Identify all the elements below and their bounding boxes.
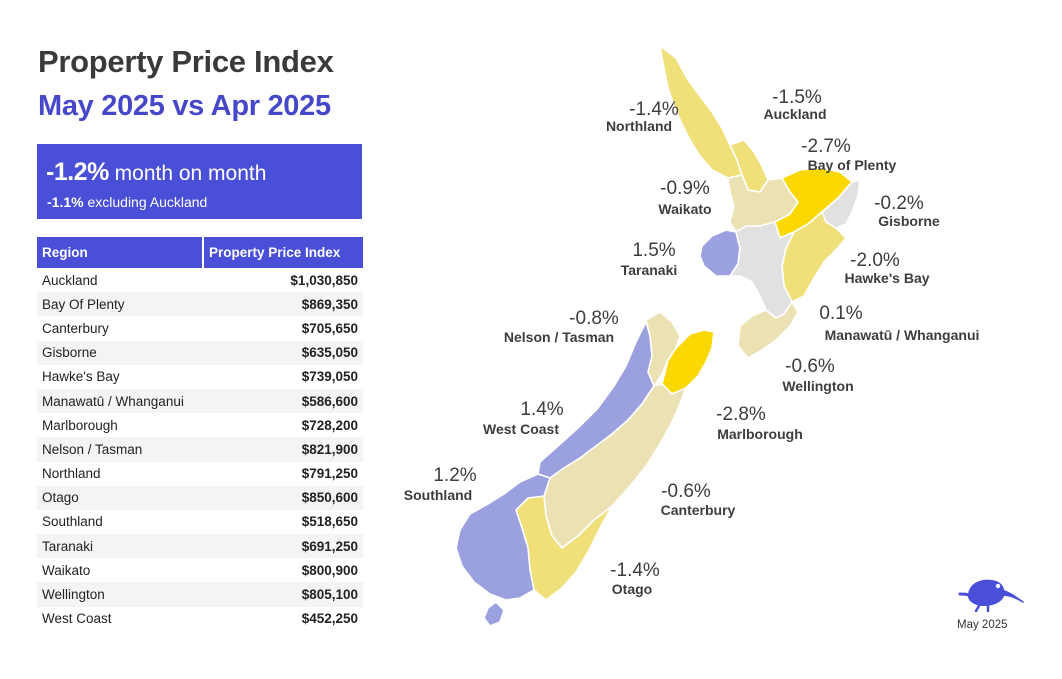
region-cell: Waikato	[42, 562, 91, 578]
value-cell: $739,050	[301, 369, 358, 385]
label-southland-name: Southland	[404, 487, 472, 503]
label-northland-name: Northland	[606, 118, 672, 134]
label-otago-pct: -1.4%	[610, 560, 660, 581]
summary-sub: -1.1% excluding Auckland	[47, 194, 207, 210]
label-marlborough-pct: -2.8%	[716, 404, 766, 425]
region-cell: Taranaki	[37, 534, 203, 559]
label-gisborne-name: Gisborne	[878, 213, 940, 229]
region-southland[interactable]	[455, 473, 551, 601]
label-manawatu-pct: 0.1%	[819, 303, 862, 324]
label-canterbury-pct: -0.6%	[661, 481, 711, 502]
label-nelson-tasman-name: Nelson / Tasman	[504, 329, 614, 345]
region-stewart-island[interactable]	[483, 601, 505, 627]
region-cell: Northland	[42, 466, 101, 482]
value-cell: $1,030,850	[290, 272, 358, 288]
nz-region-map: -1.4% Northland -1.5% Auckland -2.7% Bay…	[380, 30, 1020, 640]
table-row: Wellington $805,100	[37, 582, 363, 607]
table-row: Manawatū / Whanganui $586,600	[37, 388, 363, 414]
region-cell: Bay Of Plenty	[37, 292, 203, 317]
summary-main-pct: -1.2%	[46, 158, 109, 186]
table-row: Auckland $1,030,850	[37, 268, 363, 292]
label-hawkes-bay-name: Hawke's Bay	[844, 270, 929, 286]
value-cell: $821,900	[203, 437, 363, 462]
label-auckland-pct: -1.5%	[772, 87, 822, 108]
label-west-coast-name: West Coast	[483, 421, 559, 437]
label-bay-of-plenty-pct: -2.7%	[801, 136, 851, 157]
region-cell: Hawke's Bay	[42, 369, 120, 385]
page-subtitle: May 2025 vs Apr 2025	[38, 90, 331, 122]
region-cell: West Coast	[42, 611, 112, 627]
table-row: Nelson / Tasman $821,900	[37, 437, 363, 462]
price-index-table: Region Property Price Index Auckland $1,0…	[37, 237, 363, 631]
value-cell: $691,250	[203, 534, 363, 559]
label-southland-pct: 1.2%	[433, 465, 476, 486]
region-marlborough[interactable]	[661, 329, 715, 395]
label-taranaki-pct: 1.5%	[632, 240, 675, 261]
value-cell: $800,900	[301, 562, 358, 578]
kiwi-bird-icon	[958, 574, 1026, 617]
value-cell: $805,100	[203, 582, 363, 607]
table-row: Otago $850,600	[37, 485, 363, 510]
nz-map-svg: -1.4% Northland -1.5% Auckland -2.7% Bay…	[404, 45, 980, 627]
region-wellington[interactable]	[737, 301, 799, 359]
table-row: Northland $791,250	[37, 462, 363, 486]
column-header-region: Region	[37, 237, 204, 268]
table-row: Bay Of Plenty $869,350	[37, 292, 363, 317]
table-row: Hawke's Bay $739,050	[37, 365, 363, 389]
label-nelson-tasman-pct: -0.8%	[569, 308, 619, 329]
summary-main-text: month on month	[114, 162, 267, 185]
value-cell: $728,200	[301, 417, 358, 433]
label-bay-of-plenty-name: Bay of Plenty	[808, 157, 897, 173]
label-waikato-name: Waikato	[658, 201, 711, 217]
region-cell: Otago	[37, 485, 203, 510]
label-otago-name: Otago	[612, 581, 652, 597]
value-cell: $635,050	[203, 340, 363, 365]
map-labels: -1.4% Northland -1.5% Auckland -2.7% Bay…	[404, 87, 980, 597]
region-cell: Wellington	[37, 582, 203, 607]
region-cell: Auckland	[42, 272, 98, 288]
label-auckland-name: Auckland	[763, 106, 826, 122]
table-header-row: Region Property Price Index	[37, 237, 363, 268]
label-wellington-name: Wellington	[782, 378, 853, 394]
table-row: Southland $518,650	[37, 510, 363, 534]
label-west-coast-pct: 1.4%	[520, 399, 563, 420]
value-cell: $869,350	[203, 292, 363, 317]
region-cell: Nelson / Tasman	[37, 437, 203, 462]
table-row: West Coast $452,250	[37, 607, 363, 631]
label-hawkes-bay-pct: -2.0%	[850, 250, 900, 271]
label-northland-pct: -1.4%	[629, 99, 679, 120]
footer-date: May 2025	[957, 619, 1008, 631]
value-cell: $850,600	[203, 485, 363, 510]
table-row: Taranaki $691,250	[37, 534, 363, 559]
label-canterbury-name: Canterbury	[661, 502, 736, 518]
region-gisborne[interactable]	[821, 179, 861, 229]
label-manawatu-name: Manawatū / Whanganui	[825, 327, 980, 343]
value-cell: $705,650	[301, 320, 358, 336]
column-header-index: Property Price Index	[203, 237, 363, 268]
table-row: Waikato $800,900	[37, 558, 363, 582]
page-title: Property Price Index	[38, 44, 334, 79]
value-cell: $452,250	[301, 611, 358, 627]
table-row: Canterbury $705,650	[37, 316, 363, 340]
table-row: Gisborne $635,050	[37, 340, 363, 365]
label-marlborough-name: Marlborough	[717, 426, 803, 442]
summary-main: -1.2% month on month	[46, 158, 266, 187]
summary-sub-text: excluding Auckland	[87, 194, 208, 210]
region-cell: Manawatū / Whanganui	[37, 388, 203, 414]
label-taranaki-name: Taranaki	[621, 262, 678, 278]
value-cell: $791,250	[301, 466, 358, 482]
summary-box: -1.2% month on month -1.1% excluding Auc…	[37, 144, 362, 219]
value-cell: $518,650	[301, 514, 358, 530]
label-waikato-pct: -0.9%	[660, 178, 710, 199]
region-cell: Gisborne	[37, 340, 203, 365]
value-cell: $586,600	[203, 388, 363, 414]
label-wellington-pct: -0.6%	[785, 356, 835, 377]
label-gisborne-pct: -0.2%	[874, 193, 924, 214]
region-cell: Canterbury	[42, 320, 109, 336]
summary-sub-pct: -1.1%	[47, 194, 84, 210]
table-row: Marlborough $728,200	[37, 413, 363, 437]
region-cell: Southland	[42, 514, 103, 530]
region-cell: Marlborough	[42, 417, 118, 433]
